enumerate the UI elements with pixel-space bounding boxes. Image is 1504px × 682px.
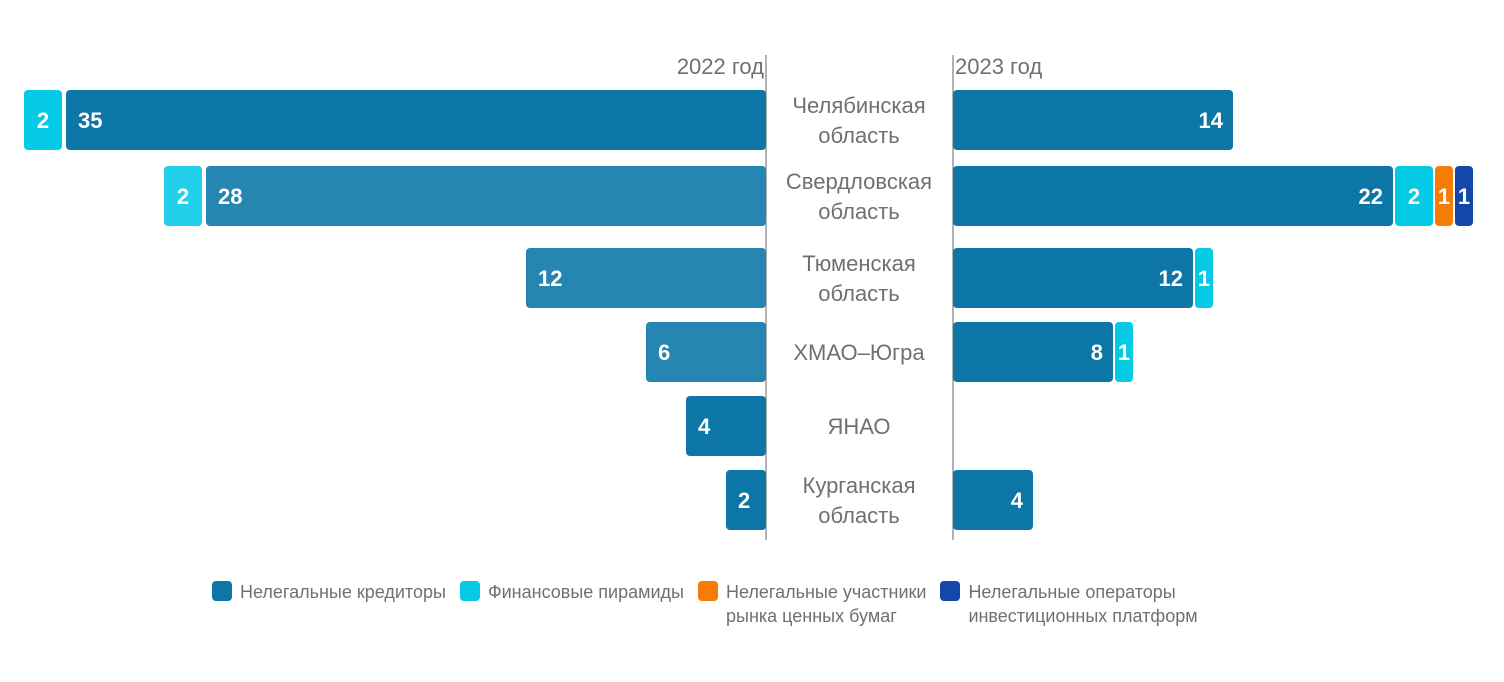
bar-2022-0 xyxy=(686,396,766,456)
bar-2022-0 xyxy=(726,470,766,530)
bar-label-2023: 2 xyxy=(1408,184,1420,209)
bar-label-2023: 12 xyxy=(1159,266,1183,291)
bar-2023-0 xyxy=(953,248,1193,308)
legend-swatch xyxy=(698,581,718,601)
right-year-label: 2023 год xyxy=(955,54,1042,79)
bar-label-2023: 22 xyxy=(1359,184,1383,209)
bar-2023-0 xyxy=(953,322,1113,382)
bar-2022-0 xyxy=(526,248,766,308)
bar-2023-0 xyxy=(953,90,1233,150)
bar-2023-0 xyxy=(953,166,1393,226)
bar-2023-0 xyxy=(953,470,1033,530)
legend-item: Нелегальные участники рынка ценных бумаг xyxy=(698,580,926,628)
legend: Нелегальные кредиторы Финансовые пирамиды… xyxy=(212,580,1198,628)
bar-label-2023: 1 xyxy=(1458,184,1470,209)
bar-2023-2 xyxy=(1435,166,1453,226)
category-label: область xyxy=(818,199,899,224)
category-label: область xyxy=(818,123,899,148)
bar-2022-0 xyxy=(66,90,766,150)
legend-item: Нелегальные кредиторы xyxy=(212,580,446,628)
category-label: Тюменская xyxy=(802,251,916,276)
legend-item: Финансовые пирамиды xyxy=(459,580,684,628)
legend-swatch xyxy=(212,581,232,601)
bar-2023-3 xyxy=(1455,166,1473,226)
legend-swatch xyxy=(459,581,480,601)
category-label: Свердловская xyxy=(786,169,932,194)
bar-2023-1 xyxy=(1115,322,1133,382)
bar-label-2023: 1 xyxy=(1198,266,1210,291)
bar-2023-1 xyxy=(1195,248,1213,308)
bar-label-2023: 14 xyxy=(1199,108,1224,133)
bar-label-2022: 2 xyxy=(177,184,189,209)
category-label: ХМАО–Югра xyxy=(793,340,925,365)
bar-label-2023: 1 xyxy=(1438,184,1450,209)
bar-2022-0 xyxy=(646,322,766,382)
bar-label-2022: 12 xyxy=(538,266,562,291)
category-label: ЯНАО xyxy=(827,414,890,439)
legend-label: Нелегальные участники рынка ценных бумаг xyxy=(726,582,927,626)
legend-label: Нелегальные кредиторы xyxy=(240,582,446,602)
bar-2022-1 xyxy=(24,90,62,150)
bar-2022-0 xyxy=(206,166,766,226)
category-label: Челябинская xyxy=(792,93,925,118)
bar-label-2022: 6 xyxy=(658,340,670,365)
category-label: область xyxy=(818,281,899,306)
legend-label: Финансовые пирамиды xyxy=(487,582,684,602)
legend-item: Нелегальные операторы инвестиционных плат… xyxy=(940,580,1198,628)
bar-label-2023: 1 xyxy=(1118,340,1130,365)
legend-swatch xyxy=(940,581,961,601)
bar-label-2022: 35 xyxy=(78,108,102,133)
bar-label-2022: 28 xyxy=(218,184,242,209)
bar-label-2023: 4 xyxy=(1011,488,1024,513)
legend-label: Нелегальные операторы инвестиционных плат… xyxy=(968,582,1198,626)
bar-label-2022: 2 xyxy=(37,108,49,133)
left-year-label: 2022 год xyxy=(677,54,764,79)
category-label: Курганская xyxy=(803,473,916,498)
bar-label-2022: 2 xyxy=(738,488,750,513)
bar-2022-1 xyxy=(164,166,202,226)
bar-label-2022: 4 xyxy=(698,414,711,439)
bar-2023-1 xyxy=(1395,166,1433,226)
bar-label-2023: 8 xyxy=(1091,340,1103,365)
category-label: область xyxy=(818,503,899,528)
